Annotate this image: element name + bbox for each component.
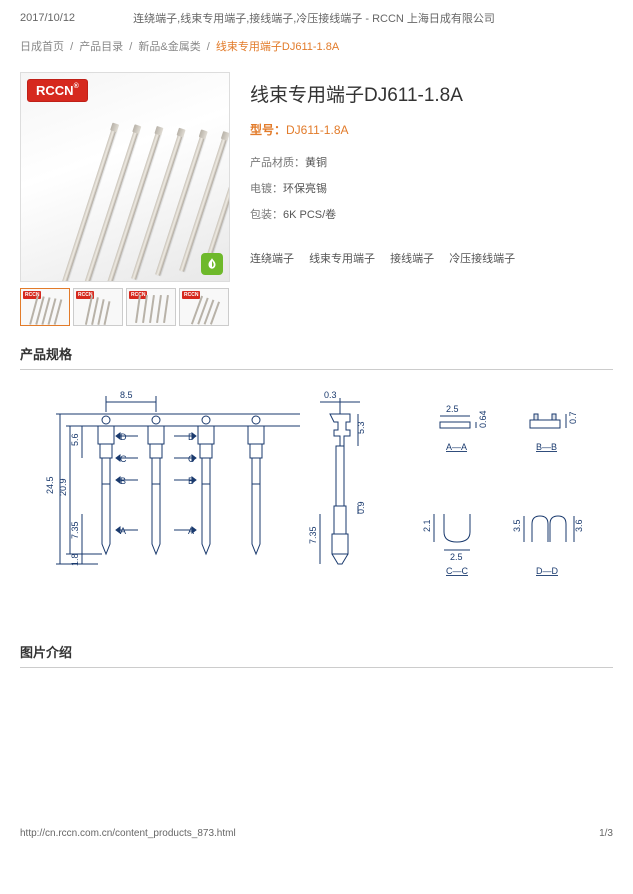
thumbnail[interactable]: RCCN — [20, 288, 70, 326]
svg-text:0.3: 0.3 — [324, 390, 337, 400]
footer-url: http://cn.rccn.com.cn/content_products_8… — [20, 828, 236, 839]
technical-drawing: 8.5 24.5 20.9 7.35 1.8 5.6 D D C C B B — [20, 384, 613, 624]
thumbnail[interactable]: RCCN — [73, 288, 123, 326]
tag-link[interactable]: 接线端子 — [390, 253, 434, 265]
svg-text:D: D — [120, 432, 127, 442]
drawing-svg: 8.5 24.5 20.9 7.35 1.8 5.6 D D C C B B — [20, 384, 613, 624]
tag-link[interactable]: 线束专用端子 — [309, 253, 375, 265]
model-label: 型号： — [250, 123, 286, 137]
svg-text:B—B: B—B — [536, 442, 557, 452]
svg-text:7.35: 7.35 — [70, 521, 80, 539]
model-value: DJ611-1.8A — [286, 123, 348, 137]
footer-page-number: 1/3 — [599, 828, 613, 839]
svg-text:C—C: C—C — [446, 566, 468, 576]
svg-text:7.35: 7.35 — [308, 526, 318, 544]
svg-text:2.1: 2.1 — [422, 519, 432, 532]
spec-plating: 电镀：环保亮锡 — [250, 180, 613, 196]
page-header: 2017/10/12 连绕端子,线束专用端子,接线端子,冷压接线端子 - RCC… — [20, 10, 613, 26]
product-info: 线束专用端子DJ611-1.8A 型号：DJ611-1.8A 产品材质：黄铜 电… — [250, 72, 613, 326]
svg-text:5.6: 5.6 — [70, 433, 80, 446]
svg-text:0.64: 0.64 — [478, 410, 488, 428]
svg-text:3.5: 3.5 — [512, 519, 522, 532]
section-spec-title: 产品规格 — [20, 344, 613, 370]
svg-text:A: A — [120, 526, 126, 536]
tag-link[interactable]: 连绕端子 — [250, 253, 294, 265]
svg-text:1.8: 1.8 — [70, 553, 80, 566]
svg-text:D—D: D—D — [536, 566, 558, 576]
thumbnail[interactable]: RCCN — [126, 288, 176, 326]
breadcrumb-sep: / — [70, 41, 73, 53]
svg-text:B: B — [120, 476, 126, 486]
svg-text:3.6: 3.6 — [574, 519, 584, 532]
product-main-image[interactable]: RCCN® — [20, 72, 230, 282]
tag-list: 连绕端子 线束专用端子 接线端子 冷压接线端子 — [250, 250, 613, 266]
svg-text:C: C — [120, 454, 127, 464]
eco-badge-icon — [201, 253, 223, 275]
thumbnail-row: RCCN RCCN RCCN — [20, 288, 230, 326]
breadcrumb-item-home[interactable]: 日成首页 — [20, 41, 64, 53]
breadcrumb-sep: / — [207, 41, 210, 53]
breadcrumb-item-category[interactable]: 新品&金属类 — [138, 41, 200, 53]
breadcrumb: 日成首页 / 产品目录 / 新品&金属类 / 线束专用端子DJ611-1.8A — [20, 38, 613, 54]
svg-text:5.3: 5.3 — [356, 421, 366, 434]
section-image-title: 图片介绍 — [20, 642, 613, 668]
tag-link[interactable]: 冷压接线端子 — [449, 253, 515, 265]
spec-material: 产品材质：黄铜 — [250, 154, 613, 170]
product-main: RCCN® RCCN — [20, 72, 613, 326]
svg-text:8.5: 8.5 — [120, 390, 133, 400]
svg-text:24.5: 24.5 — [45, 476, 55, 494]
svg-text:2.5: 2.5 — [446, 404, 459, 414]
product-title: 线束专用端子DJ611-1.8A — [250, 80, 613, 107]
svg-text:A—A: A—A — [446, 442, 467, 452]
svg-text:20.9: 20.9 — [58, 478, 68, 496]
breadcrumb-sep: / — [129, 41, 132, 53]
product-gallery: RCCN® RCCN — [20, 72, 230, 326]
page-footer: http://cn.rccn.com.cn/content_products_8… — [20, 828, 613, 839]
svg-text:0.7: 0.7 — [568, 411, 578, 424]
product-render — [21, 73, 229, 281]
svg-text:0.9: 0.9 — [356, 501, 366, 514]
breadcrumb-item-catalog[interactable]: 产品目录 — [79, 41, 123, 53]
page-meta-title: 连绕端子,线束专用端子,接线端子,冷压接线端子 - RCCN 上海日成有限公司 — [75, 10, 553, 26]
print-date: 2017/10/12 — [20, 12, 75, 24]
spec-package: 包装：6K PCS/卷 — [250, 206, 613, 222]
svg-text:2.5: 2.5 — [450, 552, 463, 562]
breadcrumb-current: 线束专用端子DJ611-1.8A — [216, 41, 339, 53]
thumbnail[interactable]: RCCN — [179, 288, 229, 326]
model-line: 型号：DJ611-1.8A — [250, 121, 613, 138]
